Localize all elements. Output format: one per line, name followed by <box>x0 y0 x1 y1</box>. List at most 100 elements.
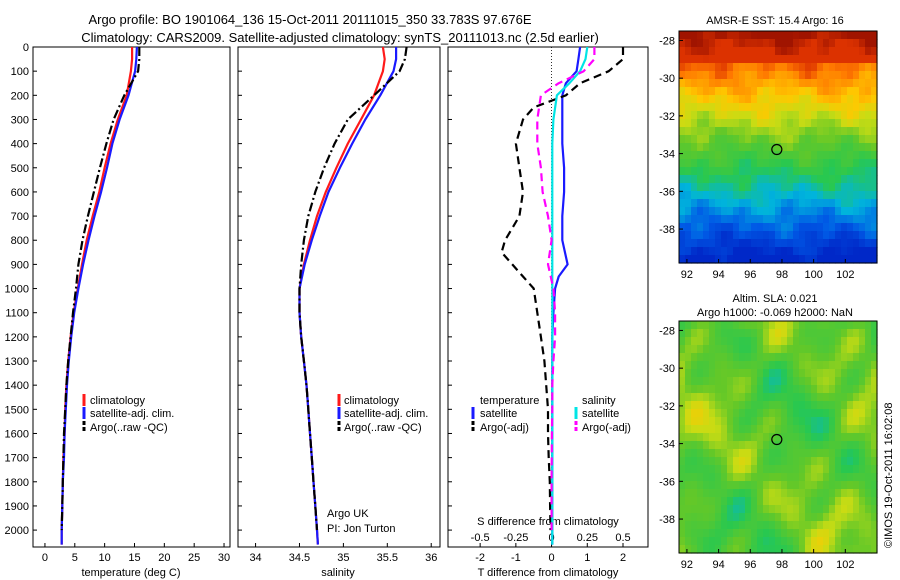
x-tick-label: 15 <box>128 552 140 564</box>
map-cell <box>859 63 866 72</box>
map-cell <box>805 231 812 240</box>
map-cell <box>751 449 758 458</box>
map-cell <box>865 159 872 168</box>
map-cell <box>757 55 764 64</box>
map-cell <box>733 449 740 458</box>
map-cell <box>679 537 686 546</box>
map-cell <box>799 231 806 240</box>
map-cell <box>847 87 854 96</box>
map-cell <box>781 199 788 208</box>
map-cell <box>715 135 722 144</box>
map-cell <box>823 135 830 144</box>
map-cell <box>787 481 794 490</box>
map-cell <box>739 337 746 346</box>
map-cell <box>679 345 686 354</box>
map-cell <box>733 441 740 450</box>
map-cell <box>685 425 692 434</box>
map-cell <box>781 87 788 96</box>
map-cell <box>811 441 818 450</box>
map-cell <box>781 545 788 554</box>
map-cell <box>739 207 746 216</box>
map-y-tick-label: -34 <box>659 439 675 451</box>
map-cell <box>817 369 824 378</box>
map-cell <box>859 377 866 386</box>
map-cell <box>721 111 728 120</box>
map-cell <box>859 425 866 434</box>
map-cell <box>745 55 752 64</box>
map-cell <box>715 497 722 506</box>
map-cell <box>829 247 836 256</box>
map-cell <box>829 457 836 466</box>
map-cell <box>871 71 878 80</box>
map-cell <box>745 521 752 530</box>
map-cell <box>775 465 782 474</box>
map-cell <box>745 345 752 354</box>
map-cell <box>757 167 764 176</box>
map-cell <box>865 401 872 410</box>
map-cell <box>859 39 866 48</box>
map-cell <box>853 345 860 354</box>
map-cell <box>859 119 866 128</box>
map-cell <box>721 207 728 216</box>
map-cell <box>847 231 854 240</box>
map-cell <box>781 247 788 256</box>
map-cell <box>793 489 800 498</box>
map-cell <box>739 71 746 80</box>
map-cell <box>709 337 716 346</box>
map-cell <box>865 521 872 530</box>
map-cell <box>787 497 794 506</box>
map-cell <box>709 497 716 506</box>
map-cell <box>679 143 686 152</box>
map-cell <box>751 255 758 264</box>
map-cell <box>787 345 794 354</box>
map-cell <box>811 183 818 192</box>
map-cell <box>847 119 854 128</box>
map-cell <box>739 473 746 482</box>
map-cell <box>847 513 854 522</box>
map-cell <box>805 385 812 394</box>
map-cell <box>835 175 842 184</box>
map-cell <box>721 55 728 64</box>
map-cell <box>751 239 758 248</box>
map-cell <box>841 175 848 184</box>
map-cell <box>871 433 878 442</box>
map-cell <box>751 167 758 176</box>
map-cell <box>721 143 728 152</box>
map-cell <box>739 63 746 72</box>
map-cell <box>799 449 806 458</box>
map-cell <box>823 239 830 248</box>
map-cell <box>865 529 872 538</box>
map-cell <box>715 393 722 402</box>
map-cell <box>817 191 824 200</box>
map-cell <box>709 433 716 442</box>
map-cell <box>721 353 728 362</box>
map-cell <box>679 353 686 362</box>
y-tick-label: 600 <box>11 187 29 199</box>
map-cell <box>775 529 782 538</box>
map-cell <box>733 135 740 144</box>
map-cell <box>811 345 818 354</box>
map-cell <box>859 369 866 378</box>
map-cell <box>703 417 710 426</box>
map-cell <box>751 393 758 402</box>
map-cell <box>733 103 740 112</box>
map-cell <box>829 127 836 136</box>
map-cell <box>715 71 722 80</box>
map-cell <box>685 247 692 256</box>
y-tick-label: 1800 <box>5 477 29 489</box>
pi-note: PI: Jon Turton <box>327 523 395 535</box>
map-cell <box>871 409 878 418</box>
map-cell <box>769 473 776 482</box>
map-cell <box>703 239 710 248</box>
map-cell <box>697 545 704 554</box>
map-cell <box>721 513 728 522</box>
map-cell <box>769 247 776 256</box>
map-cell <box>739 425 746 434</box>
map-cell <box>691 385 698 394</box>
map-cell <box>685 191 692 200</box>
map-cell <box>781 329 788 338</box>
map-cell <box>799 369 806 378</box>
map-cell <box>811 489 818 498</box>
map-cell <box>733 369 740 378</box>
map-cell <box>709 127 716 136</box>
